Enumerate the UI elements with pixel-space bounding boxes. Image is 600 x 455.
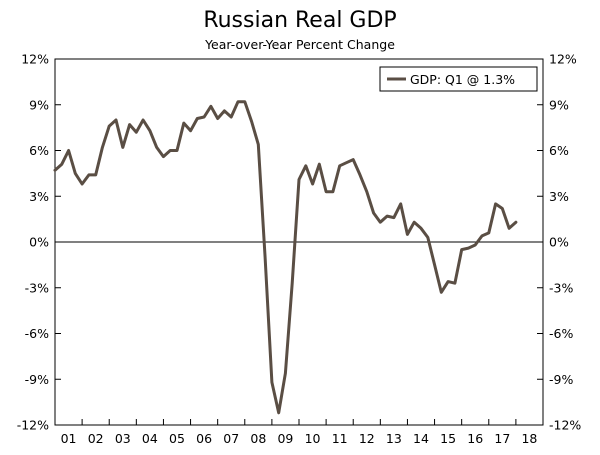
y-tick-label-right: -9% — [549, 372, 573, 387]
y-tick-label-right: -3% — [549, 280, 573, 295]
y-tick-label-left: 0% — [29, 235, 49, 250]
x-tick-label: 08 — [250, 431, 266, 446]
x-tick-label: 14 — [413, 431, 429, 446]
x-tick-label: 12 — [359, 431, 375, 446]
x-tick-label: 03 — [115, 431, 131, 446]
legend-label: GDP: Q1 @ 1.3% — [410, 72, 515, 87]
y-tick-label-left: 9% — [29, 97, 49, 112]
x-tick-label: 01 — [61, 431, 77, 446]
x-tick-label: 13 — [386, 431, 402, 446]
x-tick-label: 17 — [494, 431, 510, 446]
x-tick-label: 07 — [223, 431, 239, 446]
y-tick-label-left: 12% — [21, 52, 49, 67]
x-tick-label: 02 — [88, 431, 104, 446]
y-tick-label-right: 0% — [549, 235, 569, 250]
y-tick-label-right: 6% — [549, 143, 569, 158]
x-tick-label: 16 — [467, 431, 483, 446]
y-tick-label-left: -6% — [25, 326, 49, 341]
x-tick-label: 15 — [440, 431, 456, 446]
x-tick-label: 04 — [142, 431, 158, 446]
x-tick-label: 05 — [169, 431, 185, 446]
y-tick-label-left: 3% — [29, 189, 49, 204]
x-tick-label: 18 — [521, 431, 537, 446]
y-tick-label-left: 6% — [29, 143, 49, 158]
x-tick-label: 06 — [196, 431, 212, 446]
chart-subtitle: Year-over-Year Percent Change — [205, 37, 395, 52]
y-tick-label-left: -12% — [17, 418, 49, 433]
legend-box — [379, 66, 538, 92]
x-tick-label: 09 — [277, 431, 293, 446]
y-tick-label-right: 9% — [549, 97, 569, 112]
x-tick-label: 10 — [305, 431, 321, 446]
y-tick-label-right: -6% — [549, 326, 573, 341]
y-tick-label-right: 3% — [549, 189, 569, 204]
gdp-series-line — [53, 100, 518, 415]
y-tick-label-right: 12% — [549, 52, 577, 67]
y-tick-label-left: -3% — [25, 280, 49, 295]
x-tick-label: 11 — [332, 431, 348, 446]
chart-title: Russian Real GDP — [203, 8, 397, 33]
y-tick-label-right: -12% — [549, 418, 581, 433]
y-tick-label-left: -9% — [25, 372, 49, 387]
